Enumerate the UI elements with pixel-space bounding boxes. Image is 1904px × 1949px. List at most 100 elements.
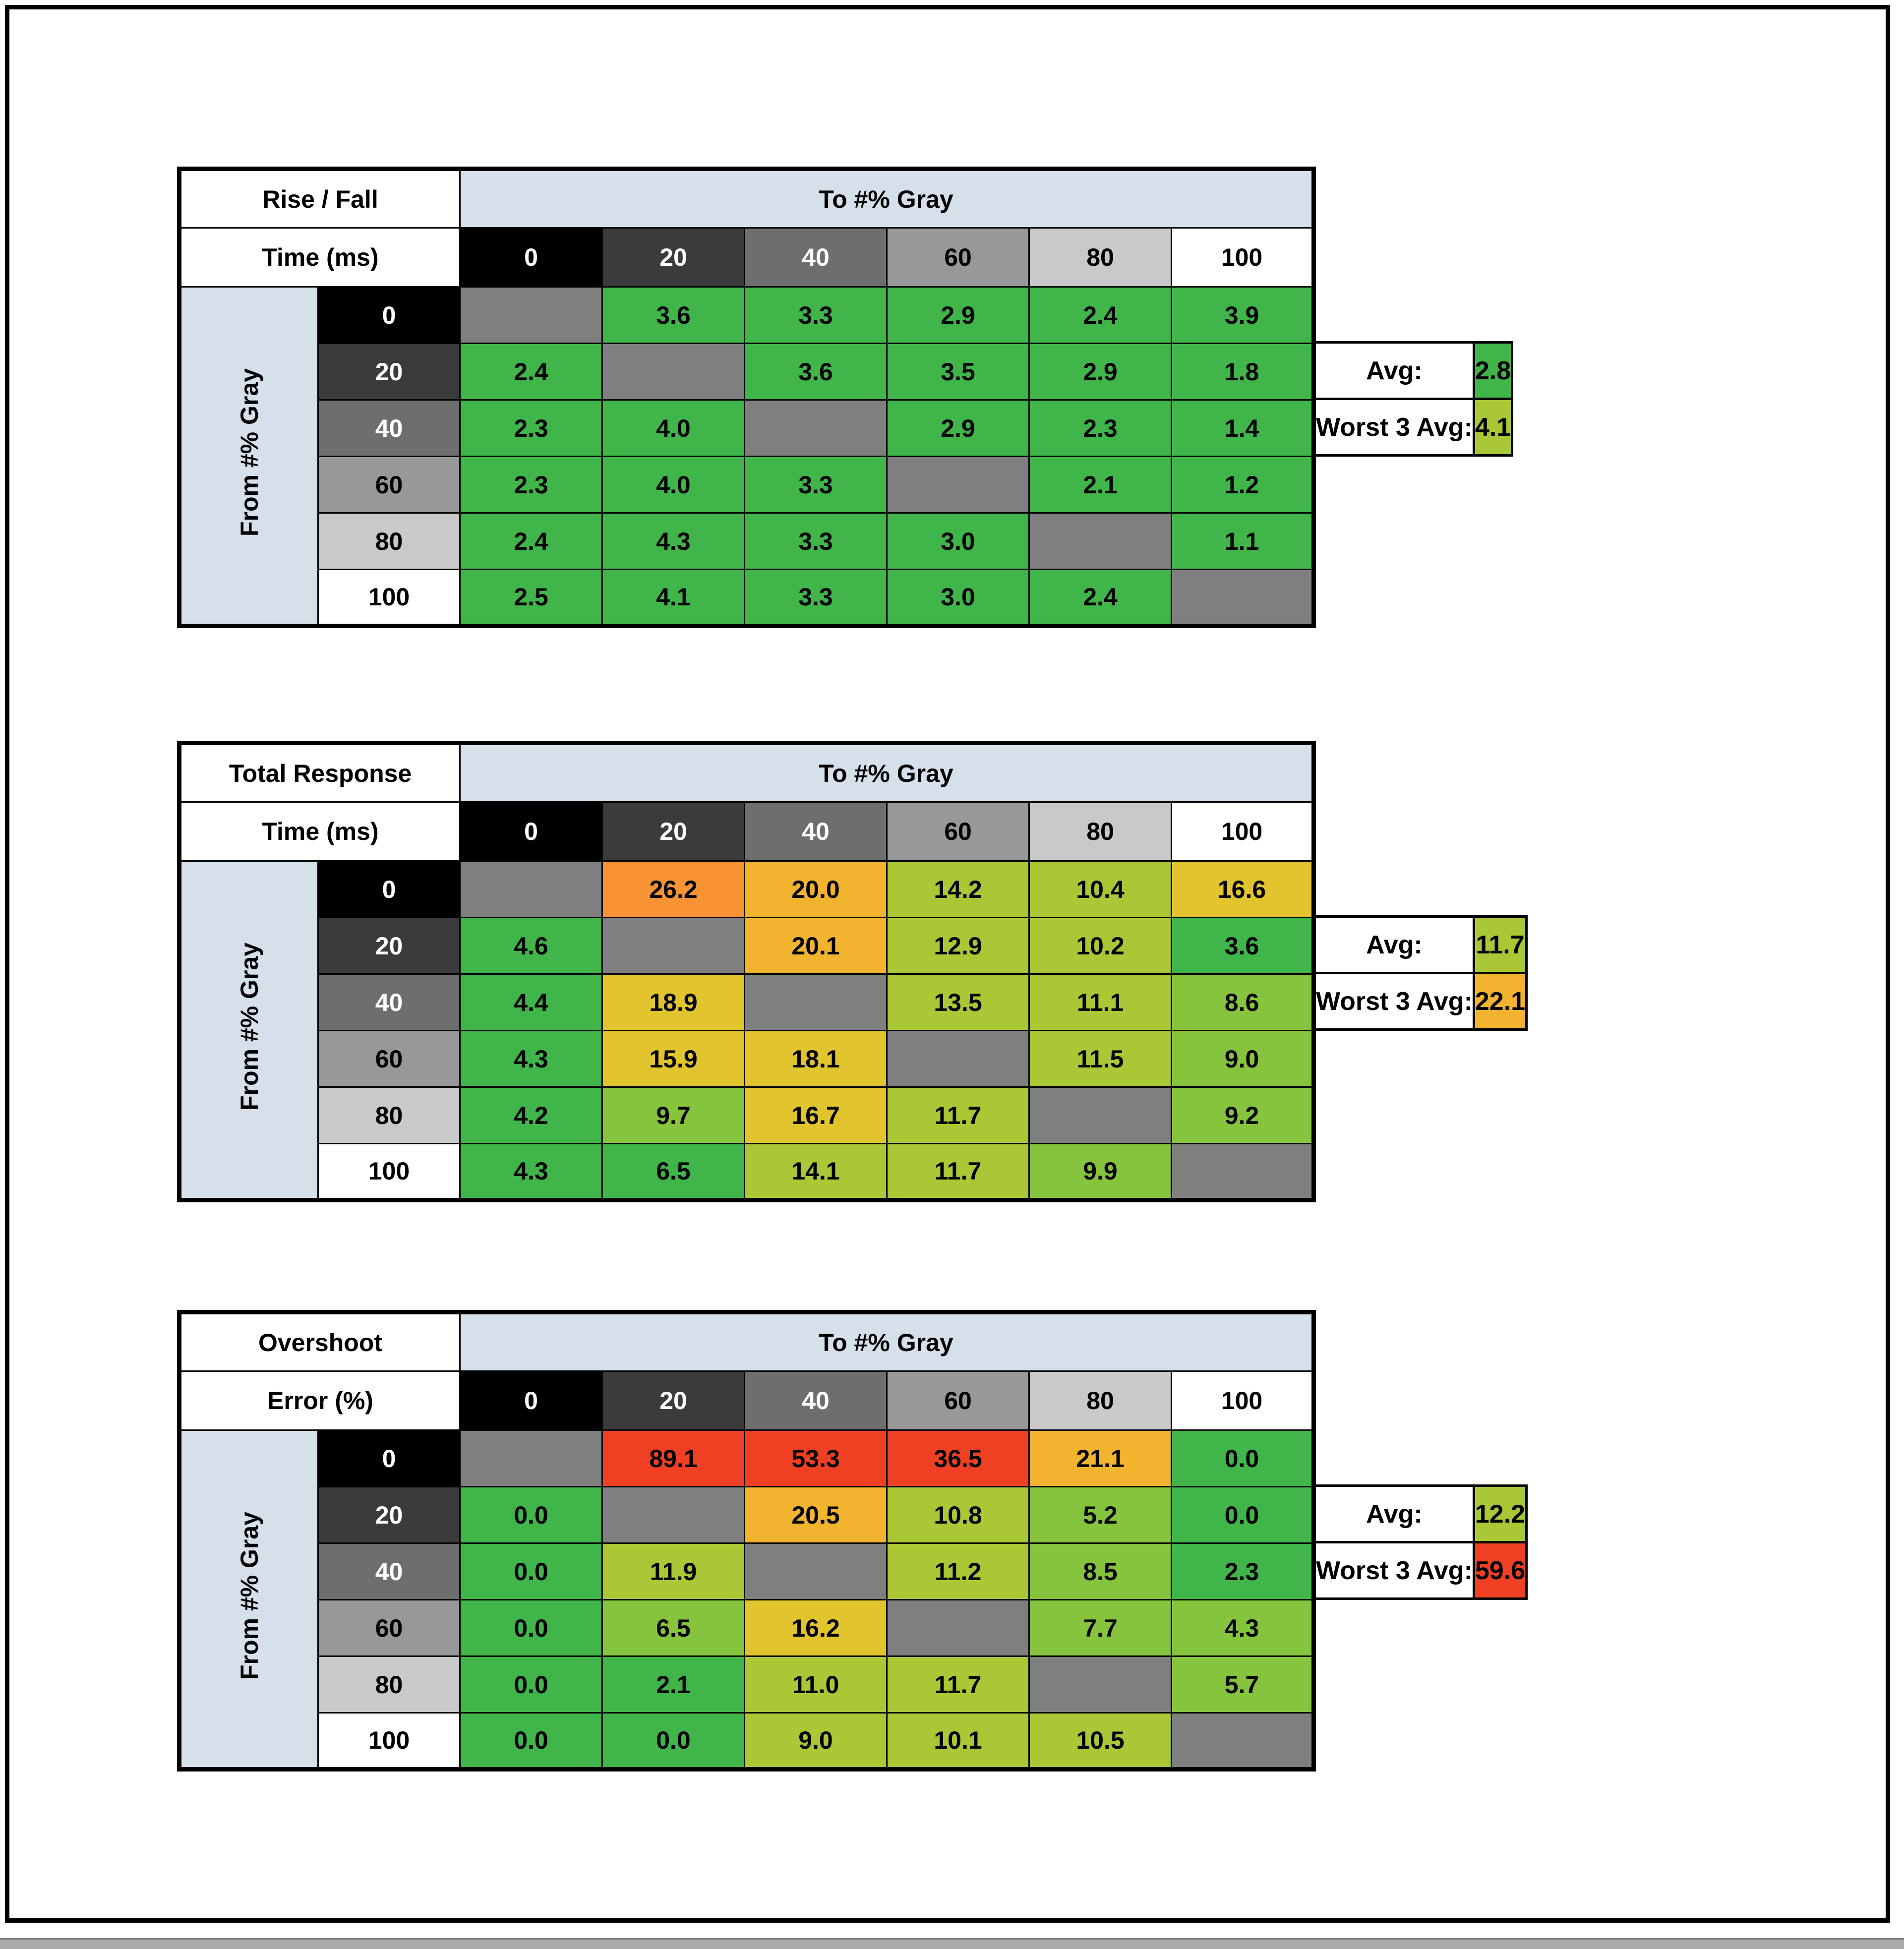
matrix-cell: 10.1 (886, 1712, 1030, 1770)
table-row: 40 2.3 4.0 2.9 2.3 1.4 (179, 399, 1314, 457)
diagonal-cell (1028, 512, 1172, 570)
col-group-label: To #% Gray (459, 1311, 1314, 1372)
matrix-cell: 0.0 (459, 1712, 603, 1770)
row-header: 20 (317, 343, 461, 401)
avg-label: Avg: (1313, 341, 1475, 400)
matrix-cell: 16.6 (1171, 860, 1314, 918)
matrix-cell: 3.3 (744, 456, 888, 514)
matrix-cell: 4.2 (459, 1086, 603, 1144)
diagonal-cell (459, 286, 603, 344)
matrix-cell: 5.7 (1171, 1655, 1314, 1713)
matrix-cell: 2.3 (459, 399, 603, 457)
table-row: From #% Gray 0 26.2 20.0 14.2 10.4 16.6 (178, 860, 1314, 1201)
table-row: 60 0.0 6.5 16.2 7.7 4.3 (179, 1599, 1314, 1657)
matrix-cell: 13.5 (886, 973, 1030, 1031)
matrix-cell: 4.4 (459, 973, 603, 1031)
table-row: From #% Gray 0 3.6 3.3 2.9 2.4 3.9 (178, 286, 1314, 627)
avg-value: 11.7 (1472, 915, 1528, 974)
matrix-cell: 89.1 (601, 1429, 745, 1487)
row-group-label: From #% Gray (178, 1429, 319, 1770)
table-row: 20 0.0 20.5 10.8 5.2 0.0 (179, 1486, 1314, 1544)
header-row: Overshoot To #% Gray (178, 1311, 1314, 1372)
matrix-cell: 10.5 (1028, 1712, 1172, 1770)
matrix-cell: 4.3 (459, 1143, 603, 1201)
matrix-cell: 20.5 (744, 1486, 888, 1544)
table-title-line1: Total Response (178, 742, 461, 803)
col-header: 0 (459, 1370, 603, 1431)
matrix-cell: 11.5 (1028, 1030, 1172, 1088)
matrix-cell: 10.2 (1028, 917, 1172, 975)
avg-label: Avg: (1313, 915, 1475, 974)
matrix-cell: 18.1 (744, 1030, 888, 1088)
matrix-cell: 2.5 (459, 569, 603, 627)
table-row: 80 2.4 4.3 3.3 3.0 1.1 (179, 512, 1314, 570)
diagonal-cell (1171, 569, 1314, 627)
matrix-cell: 20.1 (744, 917, 888, 975)
matrix-cell: 26.2 (601, 860, 745, 918)
avg-value: 12.2 (1472, 1484, 1528, 1543)
heatmap-table: Overshoot To #% Gray Error (%) 0 20 40 60 80 100… (177, 1310, 1316, 1772)
col-header: 20 (601, 1370, 745, 1431)
summary-row: Avg: 2.8 (1313, 341, 1514, 400)
row-header: 60 (317, 1030, 461, 1088)
matrix-cell: 4.3 (601, 512, 745, 570)
worst3-avg-label: Worst 3 Avg: (1313, 972, 1475, 1031)
summary-row: Worst 3 Avg: 4.1 (1313, 398, 1514, 457)
matrix-cell: 14.1 (744, 1143, 888, 1201)
col-header: 60 (886, 801, 1030, 862)
diagonal-cell (744, 1542, 888, 1600)
matrix-cell: 10.4 (1028, 860, 1172, 918)
matrix-cell: 2.1 (1028, 456, 1172, 514)
worst3-avg-label: Worst 3 Avg: (1313, 1541, 1475, 1600)
table-row: 40 4.4 18.9 13.5 11.1 8.6 (179, 973, 1314, 1031)
row-header: 60 (317, 1599, 461, 1657)
diagonal-cell (744, 973, 888, 1031)
matrix-cell: 3.6 (1171, 917, 1314, 975)
table-row: 100 2.5 4.1 3.3 3.0 2.4 (179, 569, 1314, 627)
summary-panel: Avg: 2.8 Worst 3 Avg: 4.1 (1313, 341, 1514, 457)
row-group-label: From #% Gray (178, 860, 319, 1201)
matrix-cell: 4.3 (1171, 1599, 1314, 1657)
row-header: 20 (317, 1486, 461, 1544)
diagonal-cell (886, 456, 1030, 514)
header-row: Total Response To #% Gray (178, 742, 1314, 803)
matrix-cell: 53.3 (744, 1429, 888, 1487)
matrix-cell: 2.9 (1028, 343, 1172, 401)
table-row: 20 4.6 20.1 12.9 10.2 3.6 (179, 917, 1314, 975)
matrix-cell: 6.5 (601, 1599, 745, 1657)
diagonal-cell (1028, 1655, 1172, 1713)
col-header: 20 (601, 801, 745, 862)
col-header: 40 (744, 1370, 888, 1431)
matrix-cell: 9.9 (1028, 1143, 1172, 1201)
matrix-cell: 1.8 (1171, 343, 1314, 401)
matrix-cell: 4.3 (459, 1030, 603, 1088)
matrix-cell: 11.7 (886, 1143, 1030, 1201)
matrix-cell: 11.1 (1028, 973, 1172, 1031)
matrix-cell: 1.4 (1171, 399, 1314, 457)
matrix-cell: 8.5 (1028, 1542, 1172, 1600)
matrix-cell: 0.0 (601, 1712, 745, 1770)
matrix-cell: 2.3 (459, 456, 603, 514)
table-row: 40 0.0 11.9 11.2 8.5 2.3 (179, 1542, 1314, 1600)
diagonal-cell (886, 1599, 1030, 1657)
window-bottom-bar (0, 1938, 1904, 1949)
matrix-cell: 2.9 (886, 399, 1030, 457)
matrix-cell: 8.6 (1171, 973, 1314, 1031)
matrix-cell: 10.8 (886, 1486, 1030, 1544)
col-header: 80 (1028, 801, 1172, 862)
row-header: 100 (317, 569, 461, 627)
matrix-cell: 2.4 (459, 512, 603, 570)
matrix-cell: 11.7 (886, 1655, 1030, 1713)
row-header: 20 (317, 917, 461, 975)
table-row: 60 2.3 4.0 3.3 2.1 1.2 (179, 456, 1314, 514)
diagonal-cell (1171, 1143, 1314, 1201)
diagonal-cell (1028, 1086, 1172, 1144)
matrix-cell: 3.3 (744, 512, 888, 570)
row-header: 40 (317, 973, 461, 1031)
avg-value: 2.8 (1472, 341, 1514, 400)
diagonal-cell (601, 343, 745, 401)
matrix-cell: 3.6 (744, 343, 888, 401)
diagonal-cell (886, 1030, 1030, 1088)
rise-fall-time-table: Rise / Fall To #% Gray Time (ms) 0 20 40 60 80 1… (177, 167, 1514, 628)
matrix-cell: 3.9 (1171, 286, 1314, 344)
